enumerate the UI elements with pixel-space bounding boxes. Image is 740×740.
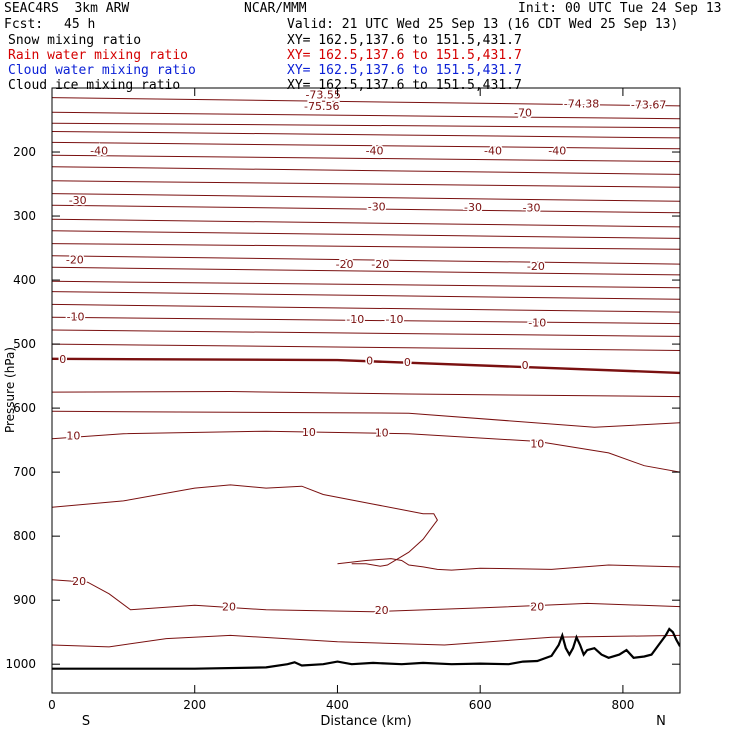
contour-label-26: 10	[302, 426, 316, 439]
contour-label-17: -10	[67, 311, 85, 324]
contour-label-5: -40	[90, 145, 108, 158]
contour-label-28: 10	[530, 437, 544, 450]
contour-label-3: -73.67	[631, 99, 666, 112]
isotherm-line-13	[52, 255, 680, 265]
valid-time: Valid: 21 UTC Wed 25 Sep 13 (16 CDT Wed …	[287, 17, 679, 32]
isotherm-line-18	[52, 316, 680, 325]
contour-label-32: 20	[530, 601, 544, 614]
contour-label-18: -10	[346, 313, 364, 326]
isotherm-line-12	[52, 243, 680, 250]
contour-label-8: -40	[548, 145, 566, 158]
isotherm-line-21	[52, 357, 680, 375]
contour-label-27: 10	[375, 426, 389, 439]
contour-label-6: -40	[366, 145, 384, 158]
contour-label-20: -10	[528, 316, 546, 329]
isotherm-line-9	[52, 204, 680, 214]
x-tick-label-800: 800	[611, 698, 634, 712]
x-tick-label-0: 0	[48, 698, 56, 712]
y-tick-label-700: 700	[13, 465, 36, 479]
legend-snow-xy: XY= 162.5,137.6 to 151.5,431.7	[287, 33, 522, 48]
legend-snow-label: Snow mixing ratio	[8, 33, 142, 48]
isotherm-line-11	[52, 230, 680, 239]
y-tick-label-200: 200	[13, 145, 36, 159]
isotherm-line-6	[52, 166, 680, 175]
forecast-label: Fcst:	[4, 17, 44, 32]
x-tick-label-600: 600	[469, 698, 492, 712]
isotherm-line-22	[52, 390, 680, 398]
isotherm-line-10	[52, 218, 680, 228]
contour-label-10: -30	[368, 200, 386, 213]
contour-label-13: -20	[66, 254, 84, 267]
legend-cloud-water-xy: XY= 162.5,137.6 to 151.5,431.7	[287, 63, 522, 78]
y-tick-label-600: 600	[13, 401, 36, 415]
x-tick-label-200: 200	[183, 698, 206, 712]
contour-label-4: -70	[514, 106, 532, 119]
contour-label-11: -30	[464, 201, 482, 214]
model-title: SEAC4RS 3km ARW	[4, 1, 130, 16]
contour-label-24: 0	[522, 359, 529, 372]
isotherm-line-27	[52, 579, 680, 613]
isotherm-line-19	[52, 329, 680, 337]
y-tick-label-800: 800	[13, 529, 36, 543]
contour-label-23: 0	[404, 356, 411, 369]
x-axis-label: Distance (km)	[320, 714, 411, 729]
isotherm-line-26	[337, 558, 680, 571]
contour-label-19: -10	[386, 313, 404, 326]
y-tick-label-500: 500	[13, 337, 36, 351]
isotherm-line-15	[52, 280, 680, 289]
legend-cloud-water-label: Cloud water mixing ratio	[8, 63, 196, 78]
contour-label-2: -74.38	[564, 97, 599, 110]
isotherm-line-14	[52, 266, 680, 276]
contour-label-12: -30	[523, 202, 541, 215]
init-time: Init: 00 UTC Tue 24 Sep 13	[518, 1, 722, 16]
y-tick-label-1000: 1000	[5, 657, 36, 671]
contour-label-7: -40	[484, 145, 502, 158]
isotherm-line-4	[52, 141, 680, 150]
isotherm-line-23	[52, 410, 680, 428]
y-tick-label-900: 900	[13, 593, 36, 607]
legend-rain-xy: XY= 162.5,137.6 to 151.5,431.7	[287, 48, 522, 63]
isotherm-line-20	[52, 343, 680, 351]
y-tick-label-300: 300	[13, 209, 36, 223]
isotherm-line-28	[52, 634, 680, 648]
isotherm-line-1	[52, 111, 680, 120]
y-axis-label: Pressure (hPa)	[3, 347, 17, 433]
plot-frame	[51, 87, 681, 694]
legend-cloud-ice-label: Cloud ice mixing ratio	[8, 78, 181, 93]
contour-label-16: -20	[527, 260, 545, 273]
contour-label-14: -20	[336, 258, 354, 271]
contour-label-29: 20	[72, 575, 86, 588]
y-tick-label-400: 400	[13, 273, 36, 287]
isotherm-line-0	[52, 97, 680, 107]
contour-label-15: -20	[371, 258, 389, 271]
contour-label-21: 0	[59, 353, 66, 366]
contour-label-1: -75.56	[304, 100, 339, 113]
x-end-label-north: N	[656, 714, 666, 729]
isotherm-line-24	[52, 430, 680, 473]
contour-label-9: -30	[69, 194, 87, 207]
contour-label-25: 10	[66, 430, 80, 443]
isotherm-line-3	[52, 131, 680, 139]
contour-label-30: 20	[222, 601, 236, 614]
center-label: NCAR/MMM	[244, 1, 307, 16]
terrain-line	[52, 627, 680, 670]
contour-label-0: -73.55	[305, 88, 340, 101]
contour-label-22: 0	[366, 355, 373, 368]
legend-cloud-ice-xy: XY= 162.5,137.6 to 151.5,431.7	[287, 78, 522, 93]
x-end-label-south: S	[82, 714, 90, 729]
isotherm-line-5	[52, 154, 680, 163]
isotherm-line-25	[52, 484, 438, 567]
isotherm-line-8	[52, 193, 680, 202]
isotherm-line-7	[52, 180, 680, 188]
isotherm-line-16	[52, 291, 680, 300]
legend-rain-label: Rain water mixing ratio	[8, 48, 189, 63]
isotherm-line-17	[52, 303, 680, 313]
contour-label-31: 20	[375, 604, 389, 617]
x-tick-label-400: 400	[326, 698, 349, 712]
isotherm-line-2	[52, 122, 680, 129]
forecast-hour: 45 h	[64, 17, 96, 32]
